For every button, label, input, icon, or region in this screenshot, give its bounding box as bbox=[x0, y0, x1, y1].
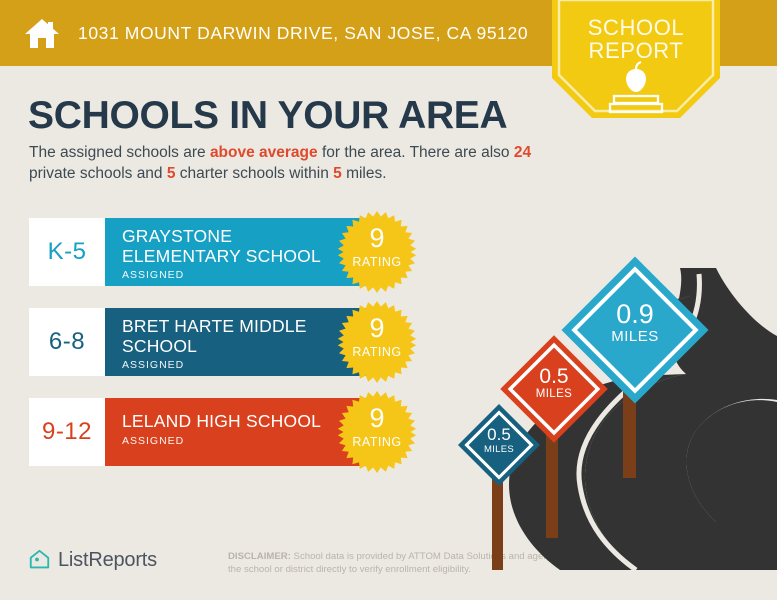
road-shape-lower bbox=[509, 374, 777, 570]
school-rating-badge: 9 RATING bbox=[336, 301, 418, 383]
house-tag-icon bbox=[28, 549, 51, 572]
summary-highlight-rating: above average bbox=[209, 144, 318, 161]
summary-part-4: charter schools within bbox=[175, 165, 334, 182]
disclaimer-label: DISCLAIMER: bbox=[228, 551, 291, 562]
rating-value: 9 bbox=[369, 403, 385, 433]
rating-label: RATING bbox=[352, 345, 402, 359]
rating-value: 9 bbox=[369, 313, 385, 343]
summary-highlight-private-count: 24 bbox=[513, 144, 532, 161]
school-name-bar: BRET HARTE MIDDLE SCHOOL ASSIGNED bbox=[105, 308, 380, 376]
starburst-shape bbox=[337, 391, 417, 473]
school-assigned-label: ASSIGNED bbox=[122, 269, 185, 281]
rating-label: RATING bbox=[352, 435, 402, 449]
road-shape bbox=[584, 268, 777, 570]
road-scene-illustration: 0.9 MILES 0.5 MILES 0.5 MILES bbox=[440, 150, 777, 570]
school-name-bar: LELAND HIGH SCHOOL ASSIGNED bbox=[105, 398, 380, 466]
grade-range-label: 6-8 bbox=[48, 328, 86, 355]
grade-range-label: 9-12 bbox=[41, 418, 93, 445]
school-row[interactable]: K-5 GRAYSTONE ELEMENTARY SCHOOL ASSIGNED… bbox=[29, 211, 424, 293]
school-name: LELAND HIGH SCHOOL bbox=[122, 411, 322, 431]
home-icon bbox=[22, 13, 62, 53]
badge-shield-shape bbox=[552, 0, 720, 118]
starburst-shape bbox=[337, 301, 417, 383]
summary-highlight-radius: 5 bbox=[333, 165, 342, 182]
logo-text: ListReports bbox=[58, 549, 157, 571]
rating-label: RATING bbox=[352, 255, 402, 269]
grade-range-box: 6-8 bbox=[29, 308, 105, 376]
apple-on-books-icon bbox=[608, 60, 664, 114]
sign-diamond-3 bbox=[561, 256, 709, 404]
disclaimer-text: DISCLAIMER: School data is provided by A… bbox=[228, 551, 773, 576]
school-rating-badge: 9 RATING bbox=[336, 211, 418, 293]
listreports-logo[interactable]: ListReports bbox=[28, 549, 157, 572]
grade-range-label: K-5 bbox=[47, 238, 87, 265]
starburst-shape bbox=[337, 211, 417, 293]
school-list: K-5 GRAYSTONE ELEMENTARY SCHOOL ASSIGNED… bbox=[29, 211, 424, 488]
summary-part-2: for the area. There are also bbox=[317, 144, 514, 161]
school-name-bar: GRAYSTONE ELEMENTARY SCHOOL ASSIGNED bbox=[105, 218, 380, 286]
summary-highlight-charter-count: 5 bbox=[166, 165, 176, 182]
school-name: BRET HARTE MIDDLE SCHOOL bbox=[122, 316, 307, 356]
grade-range-box: 9-12 bbox=[29, 398, 105, 466]
summary-text: The assigned schools are above average f… bbox=[29, 142, 549, 184]
page-title: SCHOOLS IN YOUR AREA bbox=[28, 94, 508, 137]
school-rating-badge: 9 RATING bbox=[336, 391, 418, 473]
school-report-badge: SCHOOL REPORT bbox=[552, 0, 720, 122]
summary-part-5: miles. bbox=[341, 165, 387, 182]
school-assigned-label: ASSIGNED bbox=[122, 359, 185, 371]
sign-post-2 bbox=[546, 412, 558, 538]
disclaimer-body: School data is provided by ATTOM Data So… bbox=[228, 551, 767, 575]
rating-value: 9 bbox=[369, 223, 385, 253]
grade-range-box: K-5 bbox=[29, 218, 105, 286]
sign-post-1 bbox=[492, 462, 503, 570]
school-row[interactable]: 9-12 LELAND HIGH SCHOOL ASSIGNED 9 RATIN… bbox=[29, 391, 424, 473]
property-address: 1031 MOUNT DARWIN DRIVE, SAN JOSE, CA 95… bbox=[78, 22, 529, 43]
school-name: GRAYSTONE ELEMENTARY SCHOOL bbox=[122, 226, 321, 266]
school-row[interactable]: 6-8 BRET HARTE MIDDLE SCHOOL ASSIGNED 9 … bbox=[29, 301, 424, 383]
sign-diamond-2 bbox=[500, 335, 608, 443]
summary-part-3: private schools and bbox=[29, 165, 167, 182]
school-assigned-label: ASSIGNED bbox=[122, 434, 185, 447]
summary-part-1: The assigned schools are bbox=[29, 144, 210, 161]
